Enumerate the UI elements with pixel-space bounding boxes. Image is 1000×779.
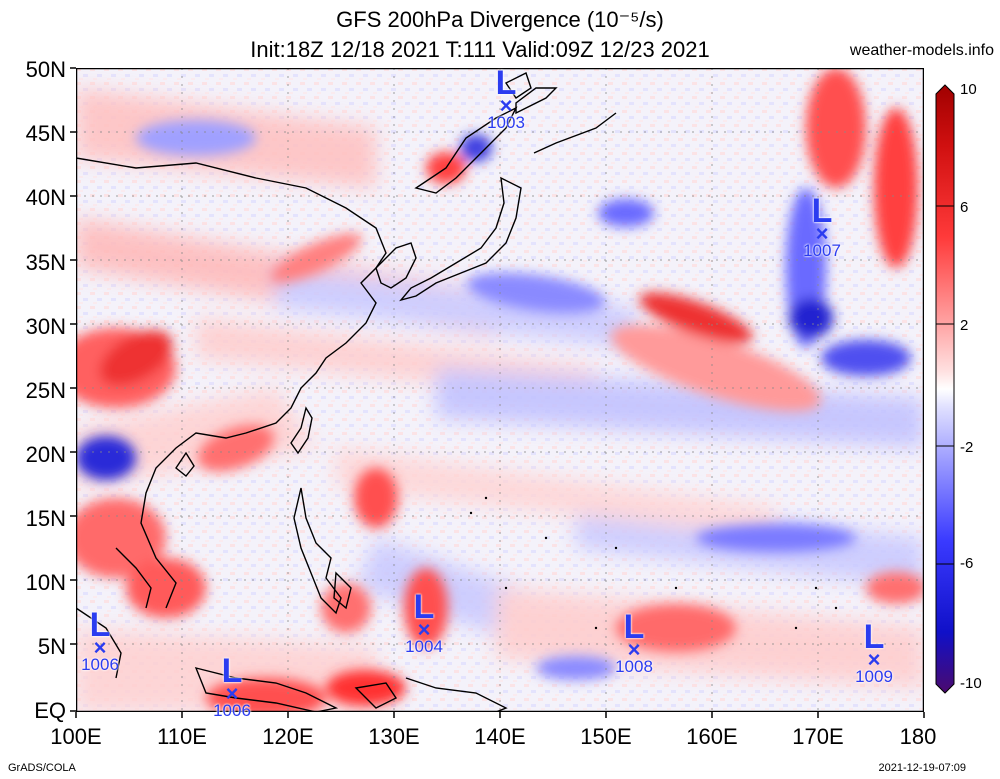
source-site: weather-models.info: [849, 42, 994, 59]
low-marker: L × 1009: [846, 620, 902, 686]
lat-label: 40N: [25, 185, 66, 210]
coastline: [76, 72, 617, 712]
lat-label: 30N: [25, 314, 66, 339]
lat-label: 5N: [37, 634, 66, 659]
map-title: GFS 200hPa Divergence (10⁻⁵/s): [336, 7, 664, 32]
low-marker: L × 1006: [72, 608, 128, 674]
colorbar-label: -2: [960, 439, 974, 456]
low-center-x-icon: ×: [417, 617, 431, 642]
lon-label: 120E: [262, 724, 314, 749]
footer-timestamp: 2021-12-19-07:09: [878, 762, 966, 774]
colorbar-label: 10: [960, 81, 977, 98]
colorbar-label: -10: [960, 675, 982, 692]
lat-label: EQ: [34, 698, 66, 723]
colorbar-label: 6: [960, 199, 969, 216]
colorbar: [935, 84, 955, 694]
lon-label: 100E: [50, 724, 102, 749]
lon-label: 170E: [792, 724, 844, 749]
low-center-x-icon: ×: [93, 635, 107, 660]
lon-label: 140E: [474, 724, 526, 749]
lat-label: 10N: [25, 570, 66, 595]
map-subtitle: Init:18Z 12/18 2021 T:111 Valid:09Z 12/2…: [250, 37, 710, 62]
lat-label: 25N: [25, 378, 66, 403]
island-dots: [469, 496, 838, 630]
colorbar-label: -6: [960, 555, 974, 572]
lat-label: 15N: [25, 506, 66, 531]
lon-label: 150E: [580, 724, 632, 749]
lon-label: 180: [899, 724, 937, 749]
lat-label: 50N: [25, 57, 66, 82]
low-marker: L × 1007: [794, 194, 850, 260]
low-center-x-icon: ×: [815, 221, 829, 246]
low-marker: L × 1004: [396, 590, 452, 656]
divergence-map: [76, 68, 924, 712]
colorbar-label: 2: [960, 317, 969, 334]
low-marker: L × 1003: [478, 66, 534, 132]
low-center-x-icon: ×: [499, 93, 513, 118]
lon-label: 130E: [368, 724, 420, 749]
low-marker: L × 1006: [204, 654, 260, 720]
lat-label: 20N: [25, 442, 66, 467]
footer-software: GrADS/COLA: [8, 762, 76, 774]
lat-label: 35N: [25, 250, 66, 275]
lon-label: 110E: [157, 724, 207, 749]
lat-label: 45N: [25, 121, 66, 146]
low-center-x-icon: ×: [225, 681, 239, 706]
low-center-x-icon: ×: [867, 647, 881, 672]
lon-label: 160E: [686, 724, 738, 749]
low-center-x-icon: ×: [627, 637, 641, 662]
low-marker: L × 1008: [606, 610, 662, 676]
